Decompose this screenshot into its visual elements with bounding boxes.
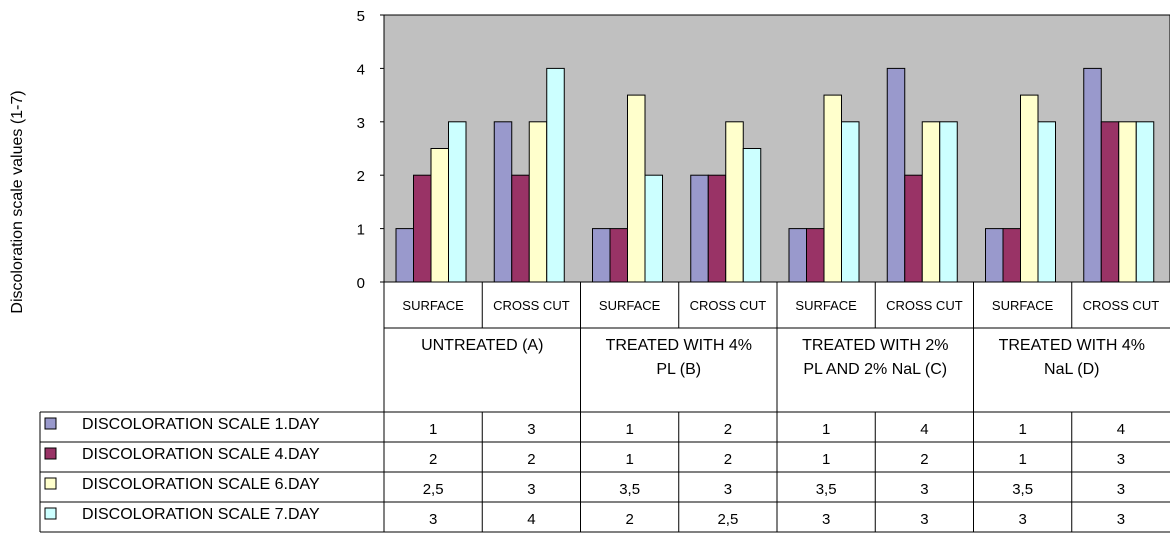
data-table-value: 2	[625, 511, 633, 528]
data-table-value: 3	[1018, 511, 1026, 528]
data-table-value: 1	[625, 421, 633, 438]
bar	[886, 67, 906, 283]
bar	[528, 121, 548, 283]
x-group-label: UNTREATED (A)	[421, 337, 543, 354]
data-table-value: 1	[1018, 451, 1026, 468]
bar	[1135, 121, 1155, 283]
legend-swatch	[44, 507, 57, 520]
data-table-value: 2,5	[423, 481, 444, 498]
bar	[823, 94, 842, 283]
x-category-label: CROSS CUT	[690, 298, 767, 313]
data-table-value: 3,5	[619, 481, 640, 498]
data-table-value: 2	[920, 451, 928, 468]
bar	[707, 174, 727, 283]
x-category-label: CROSS CUT	[493, 298, 570, 313]
bar	[609, 228, 628, 283]
bar	[413, 174, 432, 283]
data-table-value: 2	[429, 451, 437, 468]
data-table-value: 3	[822, 511, 830, 528]
legend-swatch	[44, 477, 57, 490]
bar	[546, 67, 565, 283]
bar	[1118, 121, 1137, 283]
x-group-label: TREATED WITH 2%	[802, 337, 948, 354]
legend-label: DISCOLORATION SCALE 4.DAY	[82, 446, 320, 463]
data-table-value: 3	[429, 511, 437, 528]
legend-label: DISCOLORATION SCALE 6.DAY	[82, 476, 320, 493]
legend-label: DISCOLORATION SCALE 7.DAY	[82, 506, 320, 523]
bar	[644, 174, 663, 283]
x-group-label: TREATED WITH 4%	[606, 337, 752, 354]
bar	[1020, 94, 1039, 283]
data-table-value: 3,5	[816, 481, 837, 498]
data-table-value: 3	[527, 421, 535, 438]
x-category-label: SURFACE	[795, 298, 857, 313]
x-category-label: SURFACE	[599, 298, 661, 313]
x-group-label: TREATED WITH 4%	[999, 337, 1145, 354]
x-category-label: SURFACE	[402, 298, 464, 313]
bar	[806, 228, 825, 283]
bar	[511, 174, 530, 283]
bar	[493, 121, 513, 283]
data-table-value: 3	[920, 511, 928, 528]
bar	[904, 174, 923, 283]
bar	[985, 228, 1004, 283]
x-group-label: PL (B)	[656, 361, 701, 378]
data-table-value: 1	[822, 421, 830, 438]
x-category-label: CROSS CUT	[886, 298, 963, 313]
data-table-value: 3,5	[1012, 481, 1033, 498]
data-table-value: 3	[1117, 511, 1125, 528]
y-tick-label: 2	[357, 168, 365, 185]
x-category-label: CROSS CUT	[1083, 298, 1160, 313]
data-table-value: 3	[724, 481, 732, 498]
bar	[725, 121, 744, 283]
data-table-value: 1	[429, 421, 437, 438]
x-category-label: SURFACE	[992, 298, 1054, 313]
bar	[939, 121, 958, 283]
data-table-value: 1	[625, 451, 633, 468]
bar	[627, 94, 646, 283]
bar	[1037, 121, 1056, 283]
y-axis-label: Discoloration scale values (1-7)	[9, 90, 26, 313]
bar	[1100, 121, 1120, 283]
bar	[430, 148, 449, 283]
bar	[448, 121, 467, 283]
bar	[1083, 67, 1102, 283]
data-table-value: 4	[920, 421, 928, 438]
data-table-value: 2	[724, 421, 732, 438]
data-table-value: 2,5	[717, 511, 738, 528]
y-tick-label: 0	[357, 275, 365, 292]
data-table-value: 4	[527, 511, 535, 528]
bar	[592, 228, 611, 283]
data-table-value: 2	[527, 451, 535, 468]
bar	[395, 228, 414, 283]
bar	[690, 174, 709, 283]
y-tick-label: 1	[357, 222, 365, 239]
y-tick-label: 5	[357, 8, 365, 25]
legend-swatch	[44, 417, 57, 430]
data-table-value: 4	[1117, 421, 1125, 438]
x-group-label: NaL (D)	[1044, 361, 1099, 378]
data-table-value: 2	[724, 451, 732, 468]
data-table-value: 3	[1117, 451, 1125, 468]
bar	[921, 121, 941, 283]
legend-label: DISCOLORATION SCALE 1.DAY	[82, 416, 320, 433]
y-tick-label: 3	[357, 115, 365, 132]
data-table-value: 3	[527, 481, 535, 498]
data-table-value: 1	[822, 451, 830, 468]
data-table-value: 1	[1018, 421, 1026, 438]
data-table-value: 3	[1117, 481, 1125, 498]
y-tick-label: 4	[357, 61, 365, 78]
bar	[1002, 228, 1021, 283]
bar	[841, 121, 860, 283]
x-group-label: PL AND 2% NaL (C)	[803, 361, 947, 378]
data-table-value: 3	[920, 481, 928, 498]
legend-swatch	[44, 447, 57, 460]
bar	[742, 148, 762, 283]
bar	[788, 228, 807, 283]
